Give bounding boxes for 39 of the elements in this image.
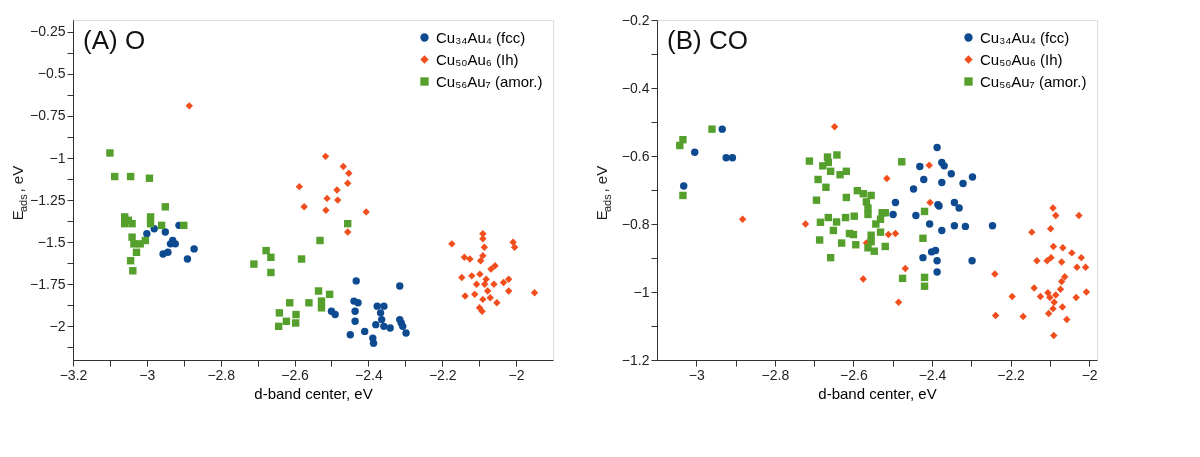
legend-label: Cu₅₀Au₆ (Ih) — [980, 50, 1063, 68]
legend-label: Cu₃₄Au₄ (fcc) — [980, 28, 1070, 46]
y-tick-label: −1.2 — [621, 351, 650, 368]
x-tick-label: −2 — [1081, 366, 1098, 383]
x-tick-label: −2.6 — [840, 366, 868, 383]
y-tick-label: −0.4 — [621, 79, 650, 96]
x-tick-label: −2.6 — [281, 366, 310, 383]
legend-label: Cu₅₀Au₆ (Ih) — [436, 50, 519, 68]
y-tick-label: −1.5 — [37, 233, 66, 250]
legend-label: Cu₅₆Au₇ (amor.) — [436, 72, 543, 90]
chart-title: (B) CO — [667, 25, 748, 55]
y-tick-label: −1 — [633, 283, 650, 300]
x-tick-label: −3 — [688, 366, 705, 383]
y-tick-label: −1.25 — [30, 191, 66, 208]
x-axis-title: d-band center, eV — [254, 384, 373, 402]
y-tick-label: −0.25 — [30, 23, 66, 40]
x-tick-label: −2.2 — [428, 366, 457, 383]
y-tick-label: −1 — [49, 149, 66, 166]
chart-title: (A) O — [83, 25, 146, 55]
y-axis-title: Eads, eV — [593, 165, 613, 221]
x-tick-label: −3.2 — [59, 366, 88, 383]
x-tick-label: −3 — [139, 366, 156, 383]
x-tick-label: −2.8 — [761, 366, 790, 383]
y-tick-label: −0.6 — [621, 147, 650, 164]
x-tick-label: −2 — [508, 366, 525, 383]
legend-label: Cu₃₄Au₄ (fcc) — [436, 28, 526, 46]
x-axis-title: d-band center, eV — [818, 384, 937, 402]
y-tick-label: −0.8 — [621, 215, 650, 232]
y-tick-label: −0.2 — [621, 11, 650, 28]
y-tick-label: −1.75 — [30, 275, 66, 292]
y-tick-label: −2 — [49, 317, 66, 334]
y-tick-label: −0.75 — [30, 107, 66, 124]
y-tick-label: −0.5 — [37, 65, 66, 82]
x-tick-label: −2.8 — [207, 366, 236, 383]
legend-label: Cu₅₆Au₇ (amor.) — [980, 72, 1087, 90]
y-axis-title: Eads, eV — [9, 165, 29, 221]
x-tick-label: −2.4 — [918, 366, 947, 383]
x-tick-label: −2.2 — [997, 366, 1026, 383]
x-tick-label: −2.4 — [355, 366, 383, 383]
